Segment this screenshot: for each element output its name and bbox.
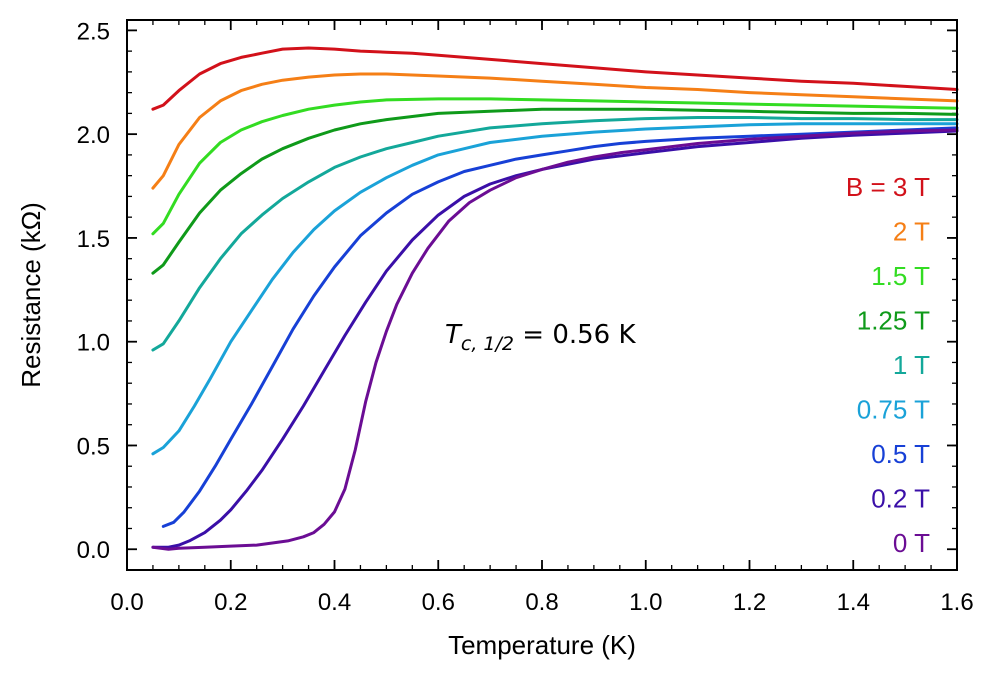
- y-tick-label: 1.5: [77, 226, 110, 253]
- y-axis-title: Resistance (kΩ): [16, 202, 46, 388]
- x-tick-label: 0.0: [110, 589, 143, 616]
- series-line-8: [151, 128, 959, 551]
- x-axis-title: Temperature (K): [448, 630, 636, 660]
- x-tick-label: 0.4: [318, 589, 351, 616]
- legend-entry-3: 1.25 T: [857, 306, 930, 336]
- tc-annotation: Tc, 1/2 = 0.56 K: [445, 320, 636, 355]
- x-tick-label: 0.6: [422, 589, 455, 616]
- legend-entry-4: 1 T: [893, 350, 930, 380]
- legend-entry-1: 2 T: [893, 217, 930, 247]
- series-line-6: [161, 126, 959, 528]
- legend-entry-2: 1.5 T: [871, 261, 930, 291]
- series-line-0: [151, 46, 959, 111]
- legend-entry-0: B = 3 T: [846, 172, 930, 202]
- series-line-3: [151, 107, 959, 275]
- series-line-7: [151, 129, 959, 549]
- tc-annotation-symbol: T: [445, 320, 463, 350]
- series-line-1: [151, 72, 959, 190]
- y-tick-label: 0.5: [77, 433, 110, 460]
- x-tick-label: 0.2: [214, 589, 247, 616]
- series-line-2: [151, 97, 959, 236]
- y-tick-label: 2.5: [77, 18, 110, 45]
- series-lines: [151, 46, 959, 551]
- legend-entry-6: 0.5 T: [871, 439, 930, 469]
- plot-frame: [126, 19, 958, 571]
- y-tick-labels: 0.0 0.5 1.0 1.5 2.0 2.5: [77, 18, 110, 564]
- legend-entry-8: 0 T: [893, 528, 930, 558]
- y-tick-label: 2.0: [77, 122, 110, 149]
- x-tick-label: 1.6: [940, 589, 973, 616]
- x-tick-label: 1.0: [629, 589, 662, 616]
- tc-annotation-subscript: c, 1/2: [461, 333, 514, 355]
- x-tick-labels: 0.0 0.2 0.4 0.6 0.8 1.0 1.2 1.4 1.6: [110, 589, 973, 616]
- tc-annotation-value: = 0.56 K: [514, 320, 636, 350]
- x-tick-label: 0.8: [525, 589, 558, 616]
- legend: B = 3 T 2 T 1.5 T 1.25 T 1 T 0.75 T 0.5 T 0.2 T…: [846, 172, 930, 558]
- legend-entry-5: 0.75 T: [857, 395, 930, 425]
- major-ticks: [126, 20, 958, 570]
- x-tick-label: 1.2: [733, 589, 766, 616]
- x-tick-label: 1.4: [837, 589, 870, 616]
- series-line-5: [151, 122, 959, 456]
- y-tick-label: 1.0: [77, 330, 110, 357]
- y-tick-label: 0.0: [77, 537, 110, 564]
- series-line-4: [151, 116, 959, 352]
- minor-ticks: [126, 20, 958, 571]
- legend-entry-7: 0.2 T: [871, 484, 930, 514]
